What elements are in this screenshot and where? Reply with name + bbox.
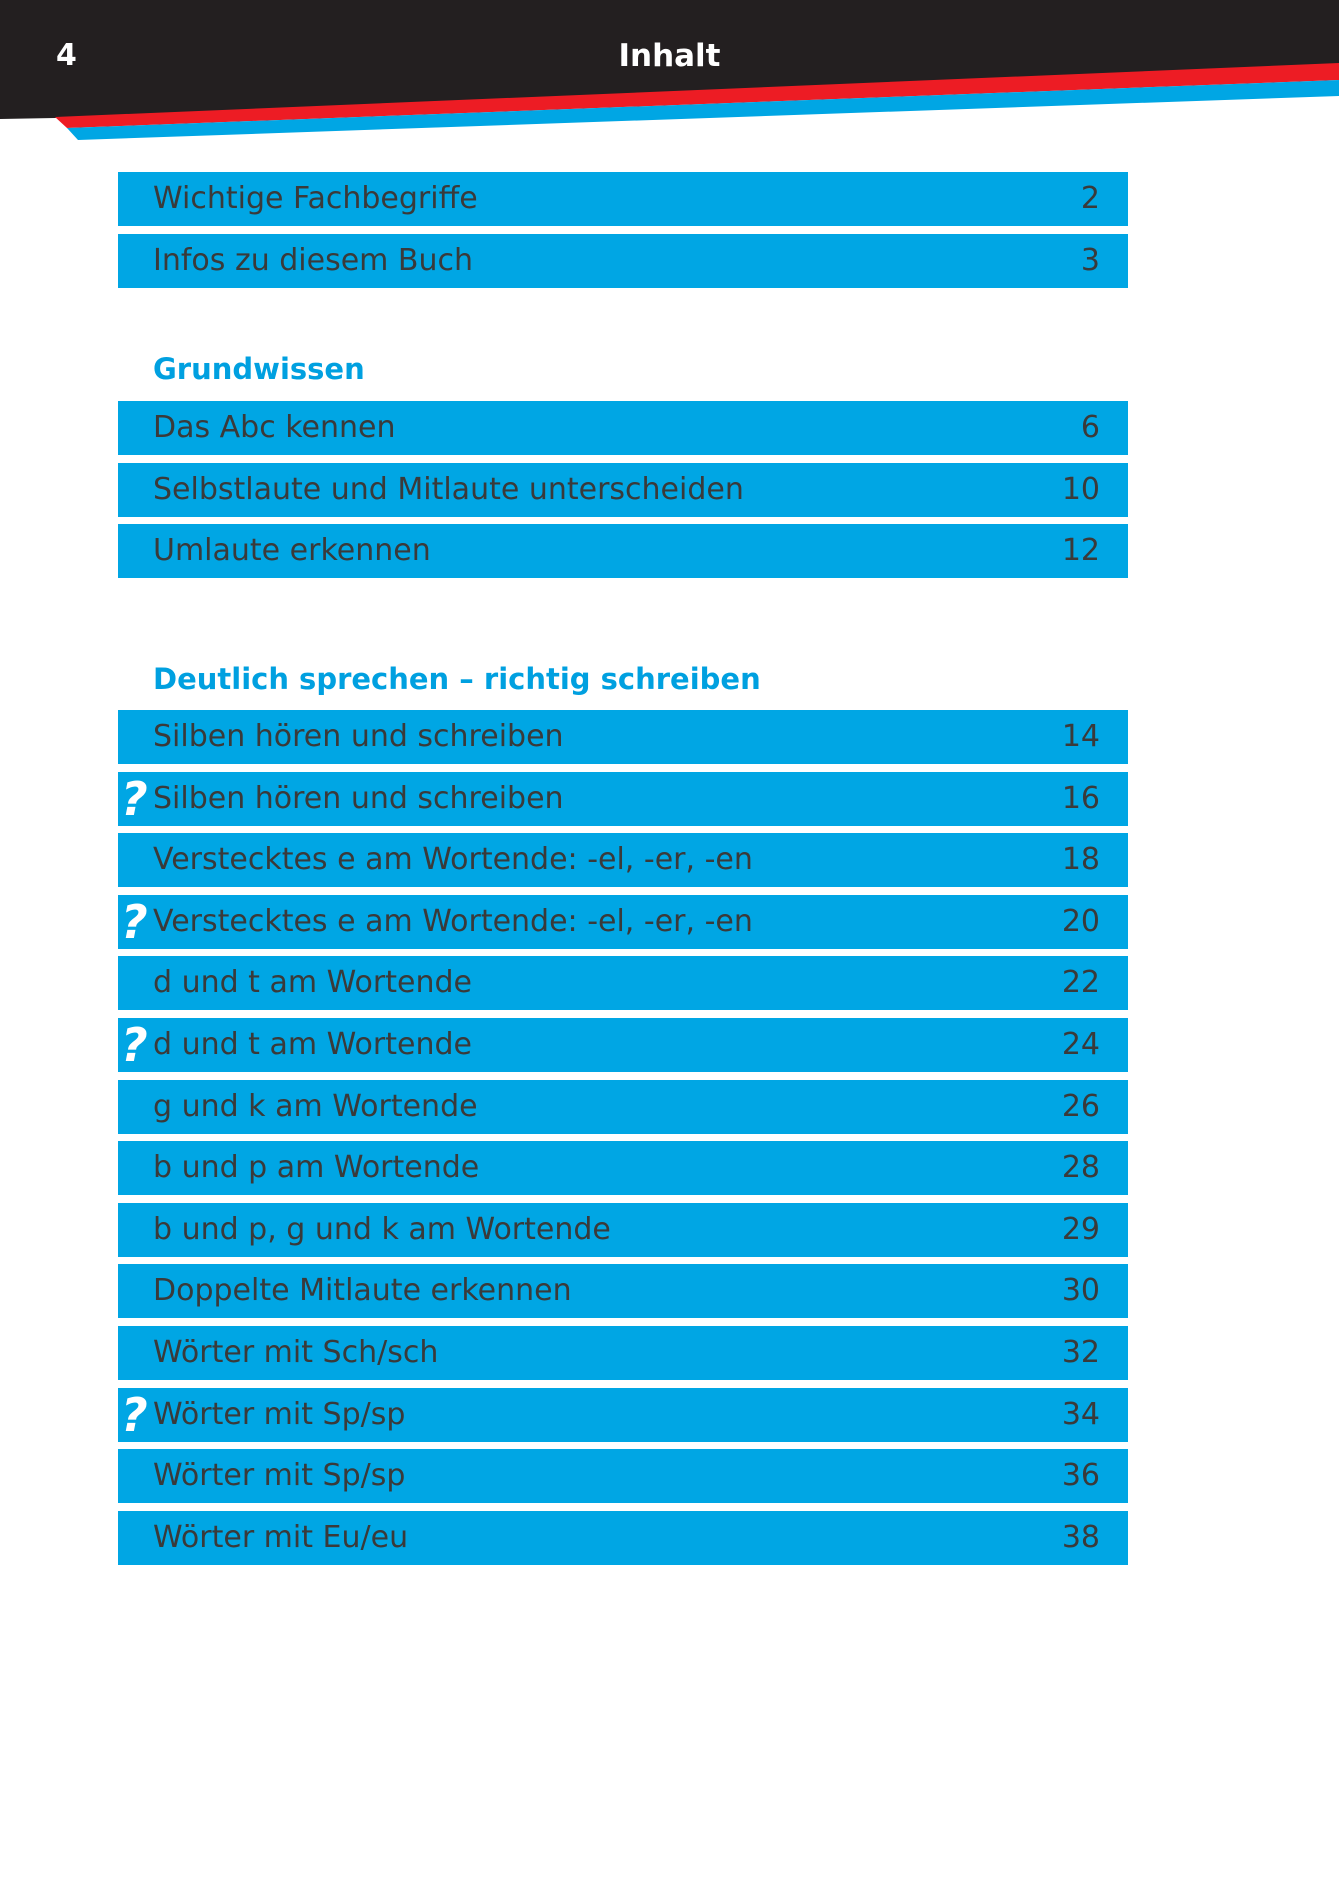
toc-entry[interactable]: Wichtige Fachbegriffe 2 bbox=[118, 172, 1128, 226]
toc-entry[interactable]: ? Silben hören und schreiben 16 bbox=[118, 771, 1128, 826]
toc-entry-label: Umlaute erkennen bbox=[153, 533, 431, 569]
toc-entry-page: 29 bbox=[1061, 1211, 1100, 1247]
toc-entry[interactable]: g und k am Wortende 26 bbox=[118, 1079, 1128, 1134]
question-mark-icon: ? bbox=[121, 1387, 148, 1442]
toc-entry-page: 38 bbox=[1061, 1519, 1100, 1555]
toc-entry-label: Wörter mit Sp/sp bbox=[153, 1458, 406, 1494]
toc-entry[interactable]: ? d und t am Wortende 24 bbox=[118, 1017, 1128, 1072]
page-header: 4 Inhalt bbox=[0, 0, 1339, 150]
toc-entry-label: Das Abc kennen bbox=[153, 410, 396, 446]
toc-entry-label: Silben hören und schreiben bbox=[153, 780, 564, 816]
toc-entry[interactable]: ? Wörter mit Sp/sp 34 bbox=[118, 1387, 1128, 1442]
toc-entry-label: Selbstlaute und Mitlaute unterscheiden bbox=[153, 471, 744, 507]
toc-entry-label: d und t am Wortende bbox=[153, 1026, 472, 1062]
toc-entry-label: Wichtige Fachbegriffe bbox=[153, 181, 478, 216]
toc-entry-page: 20 bbox=[1061, 903, 1100, 939]
toc-entry-page: 28 bbox=[1061, 1150, 1100, 1186]
toc-entry-label: Verstecktes e am Wortende: -el, -er, -en bbox=[153, 903, 753, 939]
toc-entry-page: 18 bbox=[1061, 842, 1100, 878]
toc-entry-page: 30 bbox=[1061, 1273, 1100, 1309]
toc-entry-page: 10 bbox=[1061, 471, 1100, 507]
toc-entry-page: 32 bbox=[1061, 1334, 1100, 1370]
toc-entry[interactable]: Wörter mit Eu/eu 38 bbox=[118, 1510, 1128, 1565]
toc-entry-page: 26 bbox=[1061, 1088, 1100, 1124]
toc-entry-label: Wörter mit Eu/eu bbox=[153, 1519, 409, 1555]
toc-entry-label: Silben hören und schreiben bbox=[153, 718, 564, 754]
toc-entry-label: Wörter mit Sp/sp bbox=[153, 1396, 406, 1432]
question-mark-icon: ? bbox=[121, 1017, 148, 1072]
page-number: 4 bbox=[56, 38, 77, 73]
toc-entry[interactable]: Das Abc kennen 6 bbox=[118, 401, 1128, 456]
section-heading: Grundwissen bbox=[153, 352, 365, 387]
question-mark-icon: ? bbox=[121, 771, 148, 826]
toc-entry[interactable]: Wörter mit Sp/sp 36 bbox=[118, 1449, 1128, 1504]
toc-entry[interactable]: b und p, g und k am Wortende 29 bbox=[118, 1202, 1128, 1257]
toc-entry[interactable]: ? Verstecktes e am Wortende: -el, -er, -e… bbox=[118, 894, 1128, 949]
toc-entry-label: g und k am Wortende bbox=[153, 1088, 478, 1124]
toc-entry-page: 6 bbox=[1080, 410, 1100, 446]
toc-entry-label: b und p, g und k am Wortende bbox=[153, 1211, 611, 1247]
toc-entry[interactable]: Wörter mit Sch/sch 32 bbox=[118, 1325, 1128, 1380]
toc-entry[interactable]: d und t am Wortende 22 bbox=[118, 956, 1128, 1011]
question-mark-icon: ? bbox=[121, 894, 148, 949]
toc-entry-page: 14 bbox=[1061, 718, 1100, 754]
toc-entry[interactable]: b und p am Wortende 28 bbox=[118, 1141, 1128, 1196]
toc-entry[interactable]: Umlaute erkennen 12 bbox=[118, 524, 1128, 579]
toc-entry-page: 16 bbox=[1061, 780, 1100, 816]
toc-entry-page: 2 bbox=[1080, 181, 1100, 216]
toc-entry-label: Wörter mit Sch/sch bbox=[153, 1334, 439, 1370]
toc-entry[interactable]: Silben hören und schreiben 14 bbox=[118, 709, 1128, 764]
toc-entry-label: Infos zu diesem Buch bbox=[153, 242, 474, 278]
section-heading: Deutlich sprechen – richtig schreiben bbox=[153, 661, 761, 696]
toc-entry-page: 34 bbox=[1061, 1396, 1100, 1432]
toc-entry-page: 24 bbox=[1061, 1026, 1100, 1062]
toc-entry[interactable]: Verstecktes e am Wortende: -el, -er, -en… bbox=[118, 833, 1128, 888]
toc-entry-label: b und p am Wortende bbox=[153, 1150, 480, 1186]
toc-entry[interactable]: Doppelte Mitlaute erkennen 30 bbox=[118, 1264, 1128, 1319]
toc-entry-page: 22 bbox=[1061, 965, 1100, 1001]
toc-entry-page: 36 bbox=[1061, 1458, 1100, 1494]
header-banner bbox=[0, 0, 1339, 140]
toc-entry-label: d und t am Wortende bbox=[153, 965, 472, 1001]
toc-entry[interactable]: Selbstlaute und Mitlaute unterscheiden 10 bbox=[118, 462, 1128, 517]
toc-entry-page: 3 bbox=[1080, 242, 1100, 278]
table-of-contents: Wichtige Fachbegriffe 2 Infos zu diesem Bu… bbox=[118, 172, 1128, 1572]
toc-entry-page: 12 bbox=[1061, 533, 1100, 569]
toc-entry-label: Doppelte Mitlaute erkennen bbox=[153, 1273, 572, 1309]
toc-entry-label: Verstecktes e am Wortende: -el, -er, -en bbox=[153, 842, 753, 878]
page-title: Inhalt bbox=[618, 38, 721, 74]
toc-entry[interactable]: Infos zu diesem Buch 3 bbox=[118, 233, 1128, 288]
